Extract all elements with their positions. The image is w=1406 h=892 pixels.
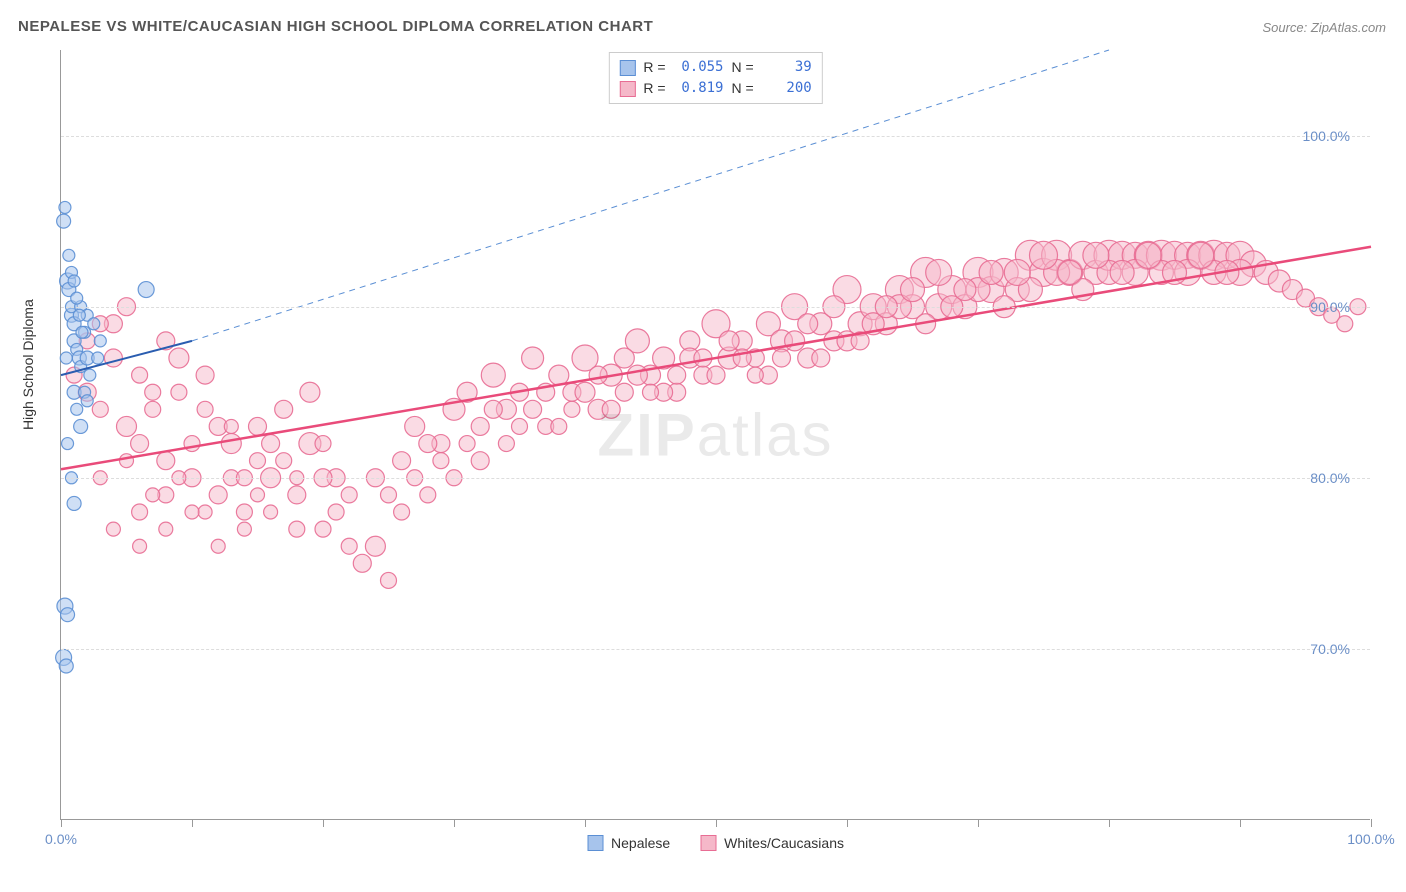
x-tick — [978, 819, 979, 827]
x-tick — [585, 819, 586, 827]
gridline — [61, 478, 1370, 479]
swatch-whites-icon — [619, 81, 635, 97]
x-tick — [1240, 819, 1241, 827]
x-tick — [192, 819, 193, 827]
legend-item-whites: Whites/Caucasians — [700, 835, 844, 851]
whites-r-value: 0.819 — [674, 78, 724, 99]
y-axis-label: High School Diploma — [20, 299, 36, 430]
y-tick-label: 100.0% — [1303, 128, 1350, 144]
legend-label-nepalese: Nepalese — [611, 835, 670, 851]
swatch-whites-icon — [700, 835, 716, 851]
whites-n-value: 200 — [762, 78, 812, 99]
x-tick — [454, 819, 455, 827]
stats-row-whites: R = 0.819 N = 200 — [619, 78, 811, 99]
x-tick — [1109, 819, 1110, 827]
scatter-plot-svg — [61, 50, 1370, 819]
n-label: N = — [732, 57, 754, 78]
gridline — [61, 649, 1370, 650]
gridline — [61, 136, 1370, 137]
legend-label-whites: Whites/Caucasians — [724, 835, 844, 851]
x-tick — [716, 819, 717, 827]
plot-area: R = 0.055 N = 39 R = 0.819 N = 200 ZIPat… — [60, 50, 1370, 820]
r-label: R = — [643, 78, 665, 99]
x-tick — [61, 819, 62, 827]
swatch-nepalese-icon — [619, 60, 635, 76]
stats-row-nepalese: R = 0.055 N = 39 — [619, 57, 811, 78]
nepalese-r-value: 0.055 — [674, 57, 724, 78]
r-label: R = — [643, 57, 665, 78]
x-tick-label: 100.0% — [1347, 831, 1394, 847]
nepalese-n-value: 39 — [762, 57, 812, 78]
x-tick — [323, 819, 324, 827]
legend-item-nepalese: Nepalese — [587, 835, 670, 851]
x-tick-label: 0.0% — [45, 831, 77, 847]
y-tick-label: 80.0% — [1310, 470, 1350, 486]
n-label: N = — [732, 78, 754, 99]
chart-title: NEPALESE VS WHITE/CAUCASIAN HIGH SCHOOL … — [18, 18, 653, 35]
swatch-nepalese-icon — [587, 835, 603, 851]
x-tick — [847, 819, 848, 827]
source-attribution: Source: ZipAtlas.com — [1262, 20, 1386, 35]
stats-legend: R = 0.055 N = 39 R = 0.819 N = 200 — [608, 52, 822, 104]
y-tick-label: 70.0% — [1310, 641, 1350, 657]
x-tick — [1371, 819, 1372, 827]
bottom-legend: Nepalese Whites/Caucasians — [587, 835, 844, 851]
chart-container: NEPALESE VS WHITE/CAUCASIAN HIGH SCHOOL … — [10, 10, 1396, 882]
y-tick-label: 90.0% — [1310, 299, 1350, 315]
gridline — [61, 307, 1370, 308]
